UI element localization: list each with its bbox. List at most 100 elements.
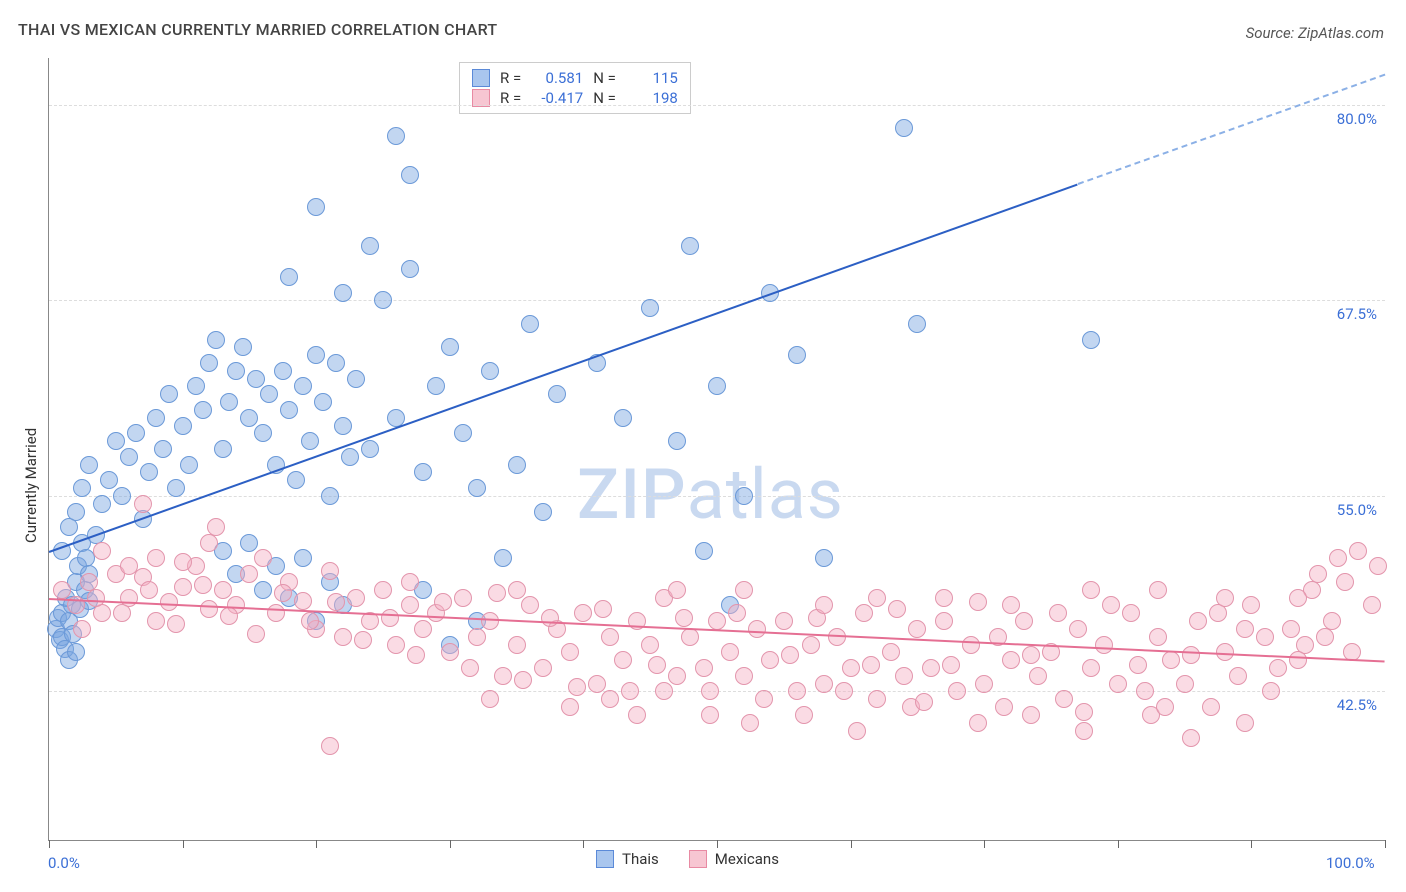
data-point-mexicans bbox=[160, 593, 178, 611]
data-point-thais bbox=[73, 479, 91, 497]
data-point-mexicans bbox=[427, 604, 445, 622]
data-point-mexicans bbox=[962, 636, 980, 654]
data-point-mexicans bbox=[327, 593, 345, 611]
y-tick-label: 67.5% bbox=[1337, 305, 1377, 323]
data-point-mexicans bbox=[948, 682, 966, 700]
data-point-mexicans bbox=[1242, 596, 1260, 614]
data-point-mexicans bbox=[207, 518, 225, 536]
data-point-mexicans bbox=[441, 643, 459, 661]
data-point-mexicans bbox=[407, 646, 425, 664]
data-point-mexicans bbox=[374, 581, 392, 599]
data-point-mexicans bbox=[274, 584, 292, 602]
x-axis-min-label: 0.0% bbox=[48, 854, 80, 872]
data-point-mexicans bbox=[387, 636, 405, 654]
legend-item: Mexicans bbox=[689, 850, 779, 868]
data-point-mexicans bbox=[1236, 620, 1254, 638]
data-point-mexicans bbox=[1109, 675, 1127, 693]
data-point-mexicans bbox=[1289, 589, 1307, 607]
data-point-mexicans bbox=[655, 589, 673, 607]
data-point-mexicans bbox=[648, 656, 666, 674]
data-point-thais bbox=[147, 409, 165, 427]
data-point-thais bbox=[227, 362, 245, 380]
data-point-mexicans bbox=[808, 609, 826, 627]
data-point-thais bbox=[214, 542, 232, 560]
data-point-mexicans bbox=[194, 576, 212, 594]
data-point-mexicans bbox=[134, 495, 152, 513]
data-point-mexicans bbox=[942, 656, 960, 674]
data-point-mexicans bbox=[568, 678, 586, 696]
x-axis-max-label: 100.0% bbox=[1326, 854, 1375, 872]
data-point-mexicans bbox=[254, 549, 272, 567]
legend-bottom: ThaisMexicans bbox=[596, 850, 779, 868]
data-point-mexicans bbox=[1136, 682, 1154, 700]
data-point-mexicans bbox=[601, 628, 619, 646]
data-point-thais bbox=[69, 557, 87, 575]
y-axis-label: Currently Married bbox=[22, 428, 40, 543]
trendline bbox=[49, 183, 1078, 552]
data-point-thais bbox=[908, 315, 926, 333]
data-point-mexicans bbox=[755, 690, 773, 708]
data-point-thais bbox=[494, 549, 512, 567]
data-point-mexicans bbox=[1229, 667, 1247, 685]
data-point-thais bbox=[401, 166, 419, 184]
data-point-thais bbox=[454, 424, 472, 442]
data-point-thais bbox=[200, 354, 218, 372]
watermark-light: atlas bbox=[687, 454, 844, 536]
data-point-thais bbox=[1082, 331, 1100, 349]
data-point-thais bbox=[641, 299, 659, 317]
data-point-mexicans bbox=[601, 690, 619, 708]
data-point-mexicans bbox=[514, 671, 532, 689]
data-point-mexicans bbox=[761, 651, 779, 669]
data-point-thais bbox=[735, 487, 753, 505]
data-point-mexicans bbox=[1316, 628, 1334, 646]
data-point-thais bbox=[60, 612, 78, 630]
data-point-mexicans bbox=[521, 596, 539, 614]
data-point-mexicans bbox=[541, 609, 559, 627]
data-point-thais bbox=[77, 549, 95, 567]
data-point-mexicans bbox=[561, 698, 579, 716]
data-point-thais bbox=[414, 463, 432, 481]
data-point-thais bbox=[254, 424, 272, 442]
data-point-mexicans bbox=[307, 620, 325, 638]
x-tick bbox=[717, 840, 718, 848]
data-point-thais bbox=[56, 640, 74, 658]
data-point-thais bbox=[207, 331, 225, 349]
data-point-mexicans bbox=[802, 636, 820, 654]
legend-label: Mexicans bbox=[715, 850, 779, 868]
data-point-mexicans bbox=[1162, 651, 1180, 669]
legend-stats-row: R =-0.417N =198 bbox=[472, 89, 678, 107]
data-point-mexicans bbox=[1122, 604, 1140, 622]
data-point-mexicans bbox=[1149, 628, 1167, 646]
data-point-mexicans bbox=[140, 581, 158, 599]
data-point-thais bbox=[274, 362, 292, 380]
data-point-mexicans bbox=[641, 636, 659, 654]
data-point-thais bbox=[401, 260, 419, 278]
data-point-mexicans bbox=[728, 604, 746, 622]
gridline bbox=[49, 496, 1385, 497]
data-point-thais bbox=[154, 440, 172, 458]
data-point-mexicans bbox=[200, 534, 218, 552]
data-point-thais bbox=[187, 377, 205, 395]
data-point-mexicans bbox=[381, 609, 399, 627]
data-point-thais bbox=[441, 338, 459, 356]
data-point-mexicans bbox=[848, 722, 866, 740]
data-point-thais bbox=[174, 417, 192, 435]
data-point-mexicans bbox=[1282, 620, 1300, 638]
legend-swatch bbox=[472, 89, 490, 107]
data-point-mexicans bbox=[1363, 596, 1381, 614]
data-point-thais bbox=[120, 448, 138, 466]
data-point-thais bbox=[427, 377, 445, 395]
data-point-mexicans bbox=[347, 589, 365, 607]
data-point-thais bbox=[53, 628, 71, 646]
data-point-thais bbox=[93, 495, 111, 513]
data-point-mexicans bbox=[1129, 656, 1147, 674]
data-point-mexicans bbox=[321, 737, 339, 755]
data-point-thais bbox=[334, 417, 352, 435]
stat-n-value: 115 bbox=[626, 69, 678, 87]
stat-r-value: -0.417 bbox=[531, 89, 583, 107]
data-point-mexicans bbox=[1095, 636, 1113, 654]
data-point-mexicans bbox=[668, 667, 686, 685]
data-point-mexicans bbox=[200, 600, 218, 618]
y-tick-label: 55.0% bbox=[1337, 501, 1377, 519]
data-point-thais bbox=[49, 609, 67, 627]
